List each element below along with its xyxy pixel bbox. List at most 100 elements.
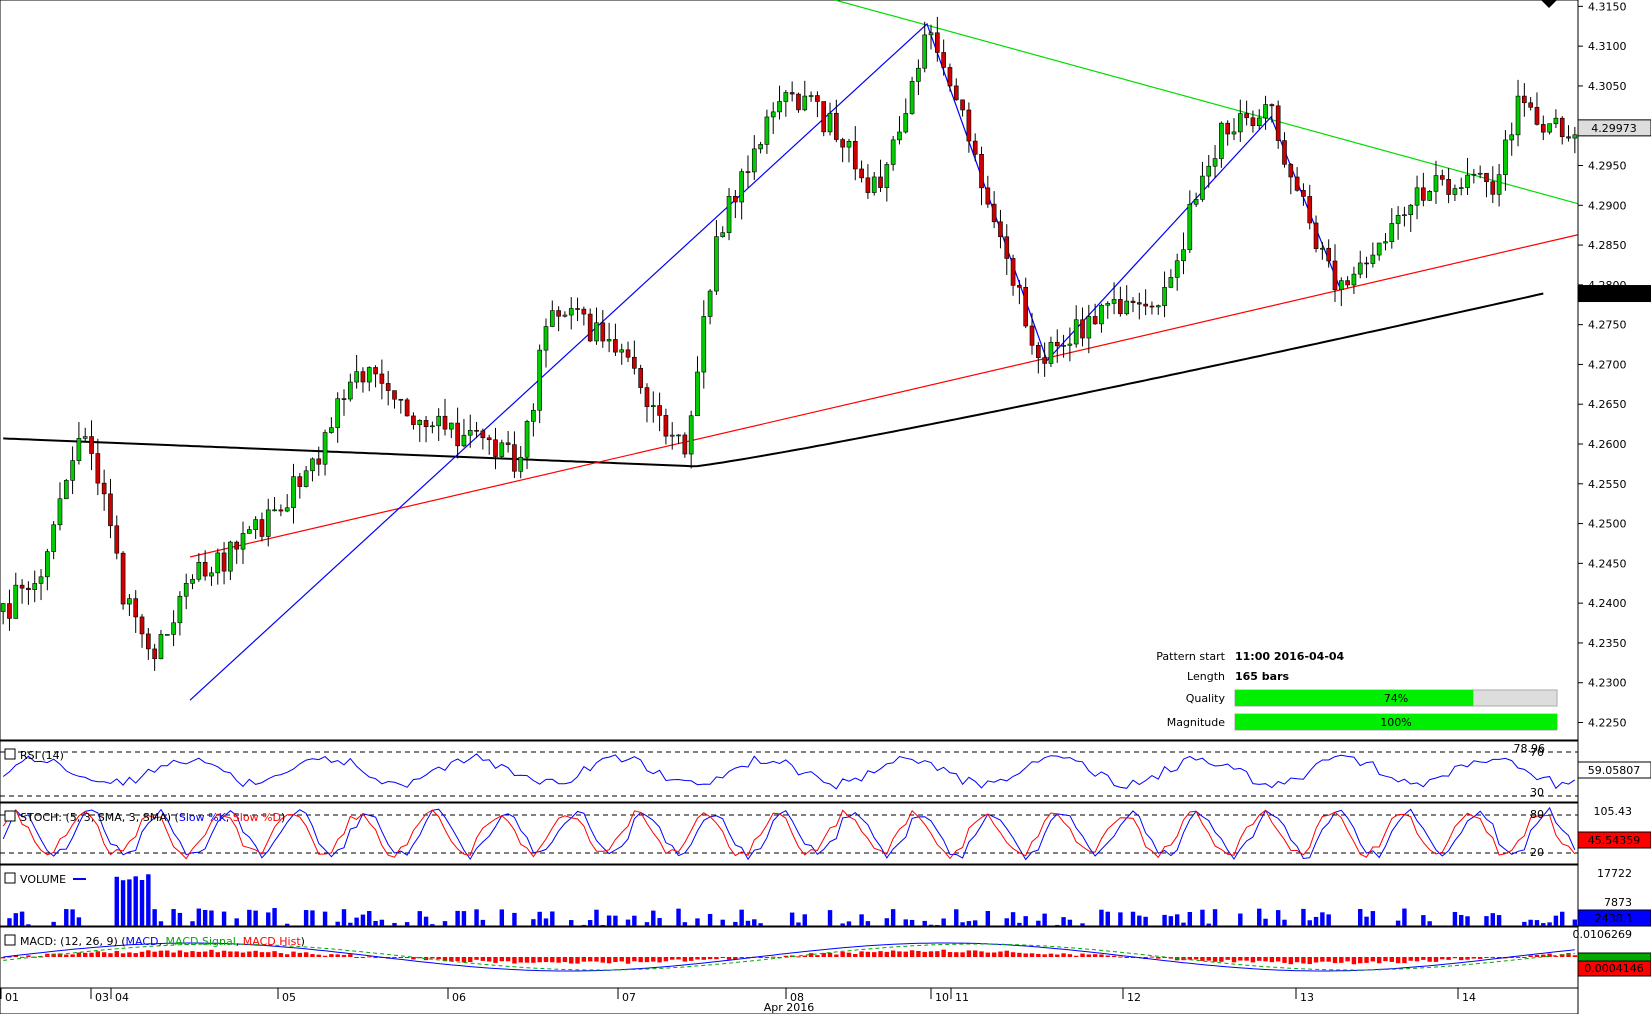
candle-down [953, 85, 959, 101]
candle-down [512, 444, 517, 472]
volume-bar [360, 914, 366, 926]
macd-hist-bar [1364, 957, 1369, 963]
volume-bar [1452, 911, 1458, 926]
length-label: Length [1187, 670, 1225, 683]
macd-hist-bar [1036, 953, 1041, 957]
macd-hist-bar [1067, 954, 1073, 957]
macd-hist-bar [594, 957, 599, 962]
macd-hist-bar [1345, 957, 1350, 962]
rsi-label: RSI (14) [20, 749, 64, 762]
macd-hist-bar [884, 951, 890, 957]
candle-up [177, 595, 183, 624]
macd-hist-bar [1440, 957, 1445, 960]
volume-bar [284, 923, 290, 926]
macd-paren-open: ( [118, 935, 126, 948]
volume-bar [651, 910, 656, 926]
candle-up [619, 349, 625, 353]
volume-bar [367, 910, 372, 926]
volume-bar [417, 911, 422, 926]
volume-bar [1427, 921, 1432, 926]
time-tick-label: 06 [452, 991, 466, 1004]
macd-hist-bar [1560, 954, 1565, 957]
candle-down [625, 349, 631, 358]
macd-hist-bar [846, 952, 852, 957]
candle-down [1017, 285, 1022, 288]
volume-bar [196, 908, 202, 926]
macd-hist-bar [455, 957, 460, 962]
candle-up [1231, 131, 1237, 135]
candle-up [871, 176, 877, 193]
candle-up [909, 81, 915, 114]
volume-bar [354, 917, 359, 926]
macd-hist-bar [1339, 957, 1344, 963]
macd-hist-bar [1414, 957, 1420, 962]
candle-down [878, 176, 883, 188]
macd-hist-bar [165, 950, 170, 957]
volume-bar [840, 923, 845, 926]
volume-bar [941, 918, 946, 926]
macd-hist-bar [468, 957, 473, 963]
volume-bar [1200, 909, 1205, 926]
volume-toggle-icon[interactable] [4, 872, 16, 884]
volume-bar [423, 916, 429, 926]
macd-hist-bar [335, 954, 340, 957]
volume-bar [253, 910, 258, 926]
macd-hist-bar [486, 957, 492, 962]
candle-down [146, 633, 151, 650]
macd-hist-bar [783, 955, 789, 957]
candle-up [354, 371, 359, 383]
macd-hist-bar [1219, 957, 1224, 962]
macd-hist-bar [1421, 957, 1426, 960]
candle-up [1174, 260, 1180, 278]
macd-hist-bar [613, 957, 618, 963]
volume-bar [480, 919, 486, 926]
macd-hist-bar [1118, 956, 1123, 958]
price-tick-label: 4.2850 [1588, 239, 1627, 252]
candle-up [82, 436, 88, 439]
pattern-start-value: 11:00 2016-04-04 [1235, 650, 1345, 663]
candle-down [789, 92, 795, 95]
macd-hist-bar [101, 952, 107, 957]
macd-hist-bar [834, 954, 839, 957]
macd-hist-bar [632, 957, 637, 962]
macd-hist-bar [1004, 950, 1009, 957]
macd-signal-name: MACD Signal [166, 935, 236, 948]
candle-down [1313, 222, 1319, 249]
candle-up [543, 326, 549, 351]
candle-up [1263, 104, 1268, 119]
candle-up [1357, 262, 1363, 275]
candle-up [1168, 277, 1174, 288]
candle-up [1067, 343, 1073, 346]
macd-hist-bar [1200, 957, 1205, 961]
macd-hist-bar [1017, 952, 1022, 957]
month-label: Apr 2016 [764, 1001, 815, 1014]
rsi-70-label: 70 [1530, 746, 1544, 759]
stoch-toggle-icon[interactable] [4, 810, 16, 822]
candle-down [1566, 136, 1571, 139]
candle-down [632, 356, 637, 369]
macd-hist-bar [1029, 953, 1035, 957]
trendlines [189, 0, 1579, 558]
candle-up [467, 430, 473, 436]
scroll-marker-icon[interactable] [1541, 0, 1557, 8]
volume-bar [177, 912, 183, 926]
macd-hist-bar [177, 950, 183, 957]
candle-up [1395, 215, 1401, 224]
stoch-value-box [1577, 831, 1651, 849]
candle-up [720, 232, 726, 237]
macd-signal-line [3, 943, 1575, 971]
macd-toggle-icon[interactable] [4, 934, 16, 946]
volume-bar [707, 913, 713, 926]
candle-down [133, 598, 139, 618]
macd-hist-bar [1408, 957, 1413, 961]
macd-hist-bar [373, 957, 378, 958]
candle-up [1515, 95, 1521, 136]
volume-bar [1560, 911, 1565, 926]
rsi-30-label: 30 [1530, 786, 1544, 799]
volume-bar [1099, 909, 1104, 926]
stoch-d-name: Slow %D [233, 811, 281, 824]
candle-down [1345, 280, 1350, 286]
volume-value-box [1577, 909, 1651, 927]
rsi-toggle-icon[interactable] [4, 748, 16, 760]
macd-hist-bar [802, 955, 807, 957]
